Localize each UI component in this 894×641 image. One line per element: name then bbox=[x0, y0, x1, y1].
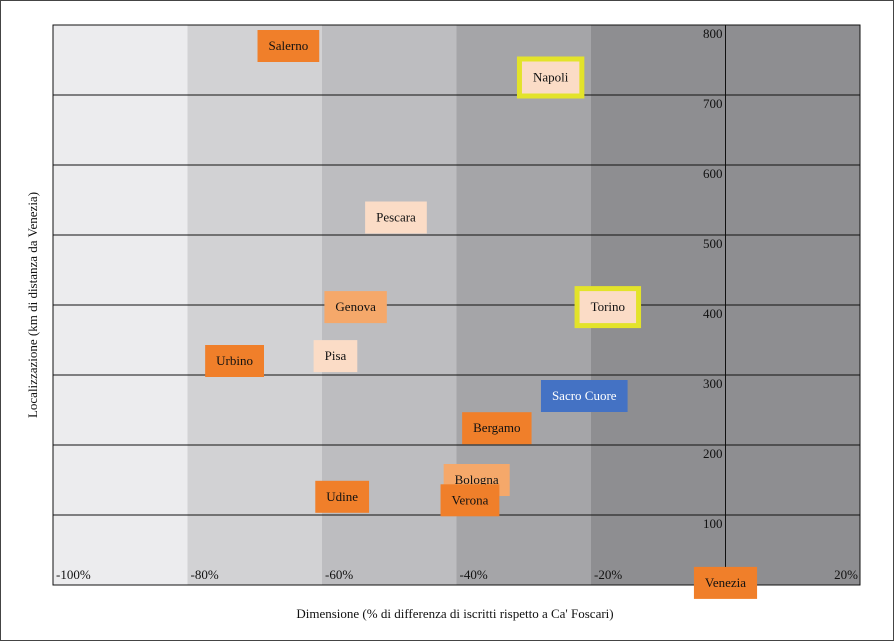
y-tick-label: 700 bbox=[703, 96, 723, 111]
y-tick-label: 800 bbox=[703, 26, 723, 41]
point-label: Verona bbox=[440, 484, 500, 517]
point-text: Napoli bbox=[533, 69, 569, 84]
point-box bbox=[462, 412, 532, 445]
point-label: Pisa bbox=[313, 340, 358, 373]
point-label: Udine bbox=[315, 480, 370, 513]
y-tick-label: 400 bbox=[703, 306, 723, 321]
point-text: Pisa bbox=[325, 348, 347, 363]
point-text: Bergamo bbox=[473, 420, 520, 435]
point-box bbox=[315, 480, 370, 513]
point-text: Udine bbox=[326, 489, 358, 504]
point-label: Urbino bbox=[205, 345, 264, 377]
x-tick-label: -60% bbox=[325, 567, 353, 582]
y-tick-label: 500 bbox=[703, 236, 723, 251]
y-tick-label: 300 bbox=[703, 376, 723, 391]
point-box bbox=[540, 380, 628, 412]
point-text: Bologna bbox=[455, 472, 499, 487]
point-text: Salerno bbox=[269, 38, 309, 53]
point-text: Genova bbox=[335, 299, 376, 314]
point-label: Pescara bbox=[365, 201, 427, 234]
point-box bbox=[365, 201, 427, 234]
point-box bbox=[693, 566, 758, 599]
point-label: Torino bbox=[574, 286, 642, 329]
point-label: Bergamo bbox=[462, 412, 532, 445]
y-tick-label: 200 bbox=[703, 446, 723, 461]
point-text: Pescara bbox=[376, 209, 416, 224]
point-box bbox=[257, 30, 320, 62]
point-text: Torino bbox=[591, 299, 625, 314]
plot-area: 100 200 300 400 500 600 700 800 -100% -80% -60% -40… bbox=[52, 24, 861, 599]
point-box bbox=[440, 484, 500, 517]
x-tick-label: -80% bbox=[191, 567, 219, 582]
point-label: Genova bbox=[324, 291, 387, 324]
point-text: Sacro Cuore bbox=[552, 388, 617, 403]
y-tick-label: 600 bbox=[703, 166, 723, 181]
point-box bbox=[579, 291, 637, 324]
point-box bbox=[324, 291, 387, 324]
point-box bbox=[205, 345, 264, 377]
x-tick-label: -40% bbox=[460, 567, 488, 582]
y-tick-label: 100 bbox=[703, 516, 723, 531]
point-label: Napoli bbox=[516, 56, 585, 99]
x-tick-label: -100% bbox=[56, 567, 91, 582]
point-box bbox=[313, 340, 358, 373]
point-text: Venezia bbox=[705, 575, 746, 590]
point-box bbox=[521, 61, 580, 94]
point-label: Salerno bbox=[257, 30, 320, 62]
x-axis-label: Dimensione (% di differenza di iscritti … bbox=[296, 606, 613, 621]
x-tick-label: -20% bbox=[594, 567, 622, 582]
point-label: Venezia bbox=[693, 566, 758, 599]
y-axis-label: Localizzazione (km di distanza da Venezi… bbox=[25, 192, 40, 418]
plot-border bbox=[52, 24, 861, 586]
point-text: Verona bbox=[452, 492, 489, 507]
point-label: Sacro Cuore bbox=[540, 380, 628, 412]
point-text: Urbino bbox=[216, 353, 253, 368]
x-tick-label: 20% bbox=[834, 567, 858, 582]
